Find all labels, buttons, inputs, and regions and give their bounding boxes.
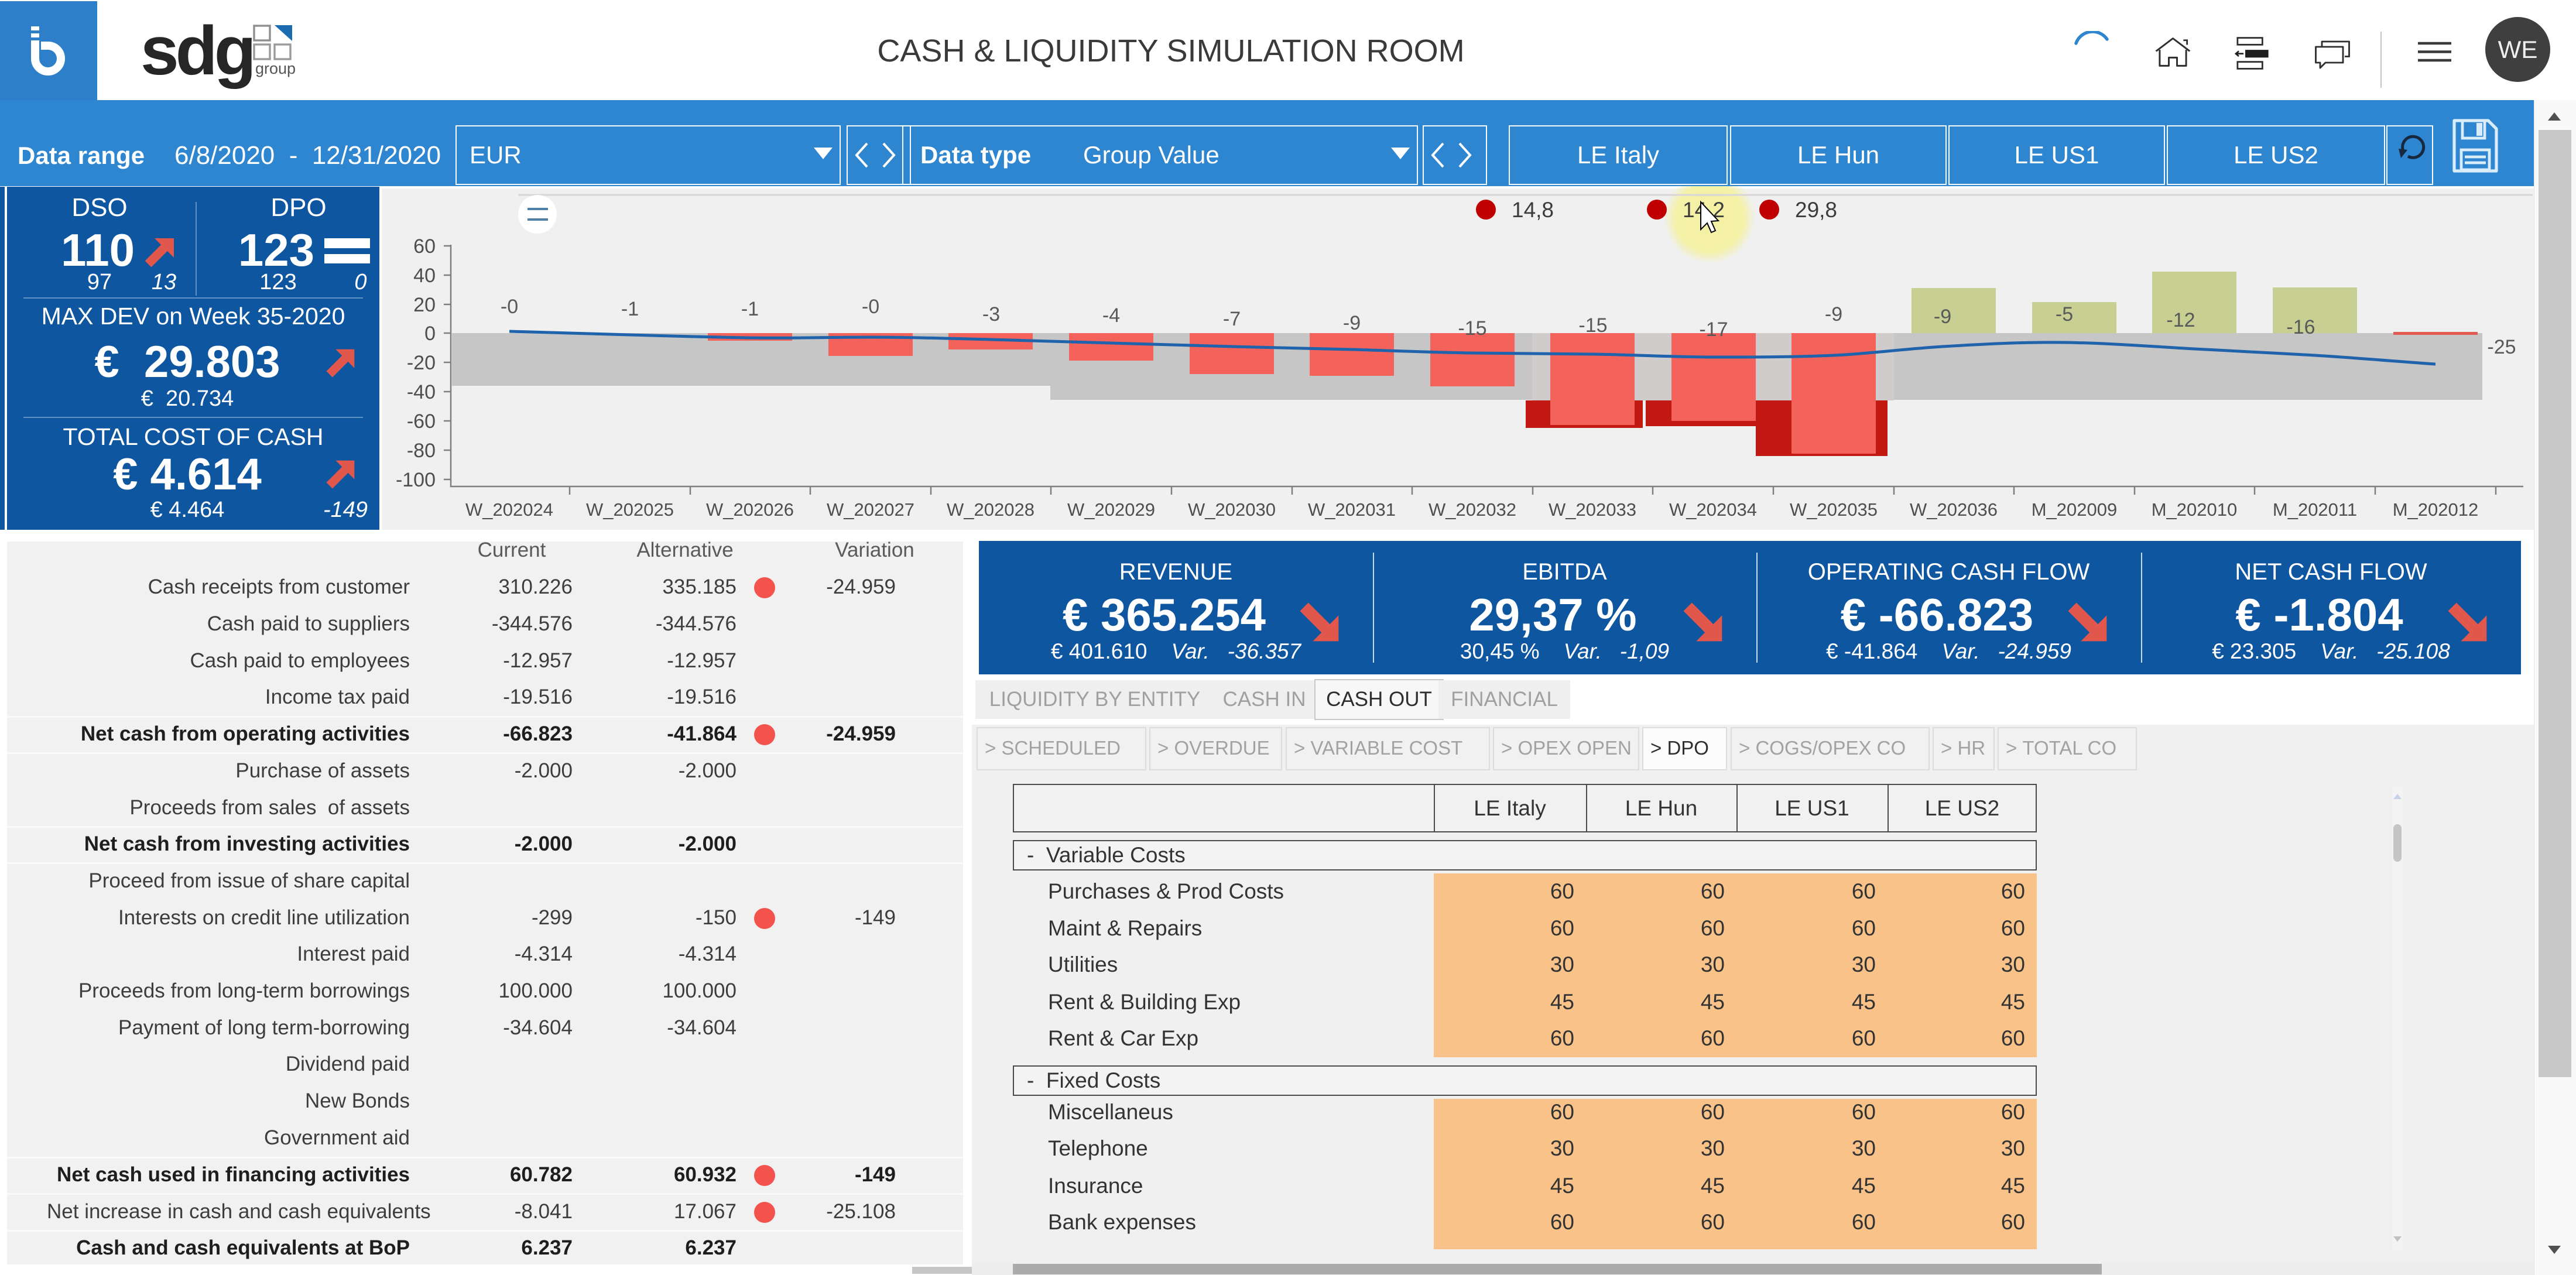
svg-text:-17: -17	[1699, 318, 1728, 341]
svg-text:W_202033: W_202033	[1549, 499, 1636, 520]
svg-text:-15: -15	[1578, 314, 1607, 337]
svg-text:W_202026: W_202026	[706, 499, 794, 520]
svg-text:-100: -100	[396, 469, 436, 491]
svg-text:W_202030: W_202030	[1188, 499, 1276, 520]
svg-text:-15: -15	[1458, 317, 1486, 340]
svg-text:W_202032: W_202032	[1429, 499, 1516, 520]
svg-text:M_202009: M_202009	[2032, 499, 2118, 520]
svg-text:-60: -60	[407, 410, 436, 433]
svg-text:-1: -1	[621, 298, 639, 320]
svg-text:-12: -12	[2166, 309, 2195, 331]
svg-text:-25: -25	[2487, 336, 2516, 358]
svg-text:M_202012: M_202012	[2393, 499, 2479, 520]
svg-text:W_202031: W_202031	[1308, 499, 1396, 520]
svg-text:20: 20	[413, 294, 436, 316]
svg-text:-0: -0	[501, 296, 518, 318]
svg-text:40: 40	[413, 265, 436, 287]
svg-text:W_202024: W_202024	[465, 499, 553, 520]
svg-text:29,8: 29,8	[1795, 198, 1837, 222]
svg-text:M_202011: M_202011	[2273, 499, 2357, 520]
svg-text:-9: -9	[1825, 303, 1842, 325]
svg-text:-80: -80	[407, 440, 436, 462]
svg-text:0: 0	[424, 323, 436, 345]
svg-text:W_202029: W_202029	[1067, 499, 1155, 520]
svg-text:-16: -16	[2286, 316, 2315, 338]
svg-text:W_202036: W_202036	[1910, 499, 1998, 520]
svg-text:W_202028: W_202028	[947, 499, 1034, 520]
svg-text:60: 60	[413, 235, 436, 258]
svg-text:-7: -7	[1223, 308, 1241, 330]
svg-text:-3: -3	[982, 303, 1000, 325]
svg-text:W_202035: W_202035	[1790, 499, 1878, 520]
svg-text:W_202025: W_202025	[586, 499, 674, 520]
svg-text:-0: -0	[862, 296, 879, 318]
svg-text:-1: -1	[741, 298, 759, 320]
svg-text:-20: -20	[407, 352, 436, 374]
svg-text:-9: -9	[1343, 312, 1361, 334]
svg-text:W_202034: W_202034	[1669, 499, 1757, 520]
svg-text:14,8: 14,8	[1512, 198, 1554, 222]
svg-text:-40: -40	[407, 381, 436, 403]
svg-text:W_202027: W_202027	[827, 499, 914, 520]
svg-text:-9: -9	[1934, 306, 1951, 328]
svg-text:-5: -5	[2056, 303, 2073, 325]
svg-text:-4: -4	[1102, 304, 1120, 327]
svg-text:M_202010: M_202010	[2152, 499, 2238, 520]
